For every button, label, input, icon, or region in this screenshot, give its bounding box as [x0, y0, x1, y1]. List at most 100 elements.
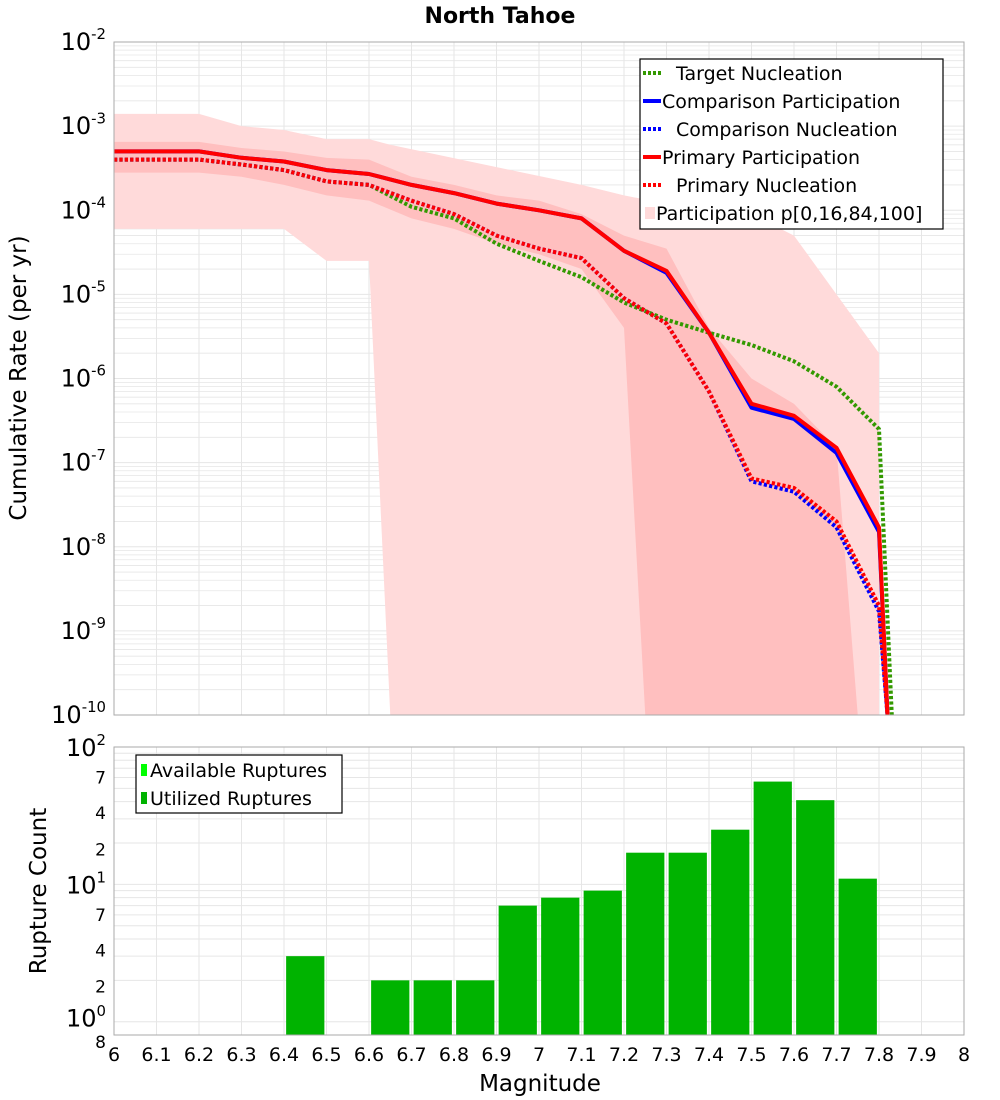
count-y-tick-label: 8: [95, 1033, 106, 1053]
rate-y-tick-label-exp: -3: [91, 109, 106, 127]
count-y-tick-label-base: 10: [66, 871, 97, 899]
count-y-tick-label-exp: 2: [97, 731, 106, 749]
count-legend-box: [135, 754, 343, 814]
count-y-axis-label: Rupture Count: [26, 808, 52, 974]
count-y-tick-label-base: 2: [95, 978, 106, 998]
participation-band-inner: [114, 141, 858, 715]
magnitude-tick-label: 7.4: [694, 1044, 724, 1066]
rate-y-tick-label-base: 10: [61, 449, 92, 477]
count-y-tick-label-base: 2: [95, 840, 106, 860]
magnitude-tick-label: 6.5: [311, 1044, 341, 1066]
magnitude-tick-label: 6.9: [481, 1044, 511, 1066]
rupture-bar: [541, 897, 580, 1035]
count-y-tick-label: 100: [66, 1002, 106, 1033]
rate-y-tick-label: 10-3: [61, 109, 106, 140]
rate-y-ticks: 10-210-310-410-510-610-710-810-910-10: [51, 25, 106, 729]
count-y-tick-label-exp: 0: [97, 1002, 106, 1020]
rate-y-tick-label-base: 10: [61, 196, 92, 224]
rate-y-tick-label: 10-8: [61, 530, 106, 561]
rate-y-tick-label-base: 10: [61, 112, 92, 140]
magnitude-tick-label: 7.6: [779, 1044, 809, 1066]
rate-legend-label: Primary Participation: [662, 147, 860, 169]
magnitude-tick-label: 6.6: [354, 1044, 384, 1066]
rupture-bar: [456, 980, 495, 1035]
count-y-tick-label: 4: [95, 941, 106, 961]
magnitude-x-ticks: 6 6.1 6.2 6.3 6.4 6.5 6.6 6.7 6.8 6.9 7 7.1 7.2 7.3 7.…: [108, 1044, 970, 1066]
rate-y-tick-label-base: 10: [61, 533, 92, 561]
count-y-tick-label: 102: [66, 731, 106, 762]
rate-y-tick-label-exp: -8: [91, 530, 106, 548]
count-legend-label: Utilized Ruptures: [150, 788, 312, 810]
magnitude-tick-label: 6: [108, 1044, 120, 1066]
chart-title: North Tahoe: [425, 4, 576, 29]
rate-y-tick-label: 10-6: [61, 362, 106, 393]
rate-y-tick-label: 10-7: [61, 446, 106, 477]
rupture-bar: [583, 890, 622, 1035]
magnitude-tick-label: 7: [533, 1044, 545, 1066]
rate-y-tick-label: 10-5: [61, 278, 106, 309]
rate-y-tick-label: 10-4: [61, 193, 106, 224]
rate-y-tick-label-base: 10: [61, 617, 92, 645]
rate-y-tick-label-exp: -2: [91, 25, 106, 43]
rupture-bar: [668, 852, 707, 1035]
rate-legend-label: Comparison Participation: [662, 91, 900, 113]
count-y-tick-label-base: 10: [66, 1005, 97, 1033]
series-line-primary-nucleation: [114, 157, 890, 715]
rupture-bar: [711, 829, 750, 1035]
magnitude-tick-label: 7.2: [609, 1044, 639, 1066]
rupture-bar: [371, 980, 410, 1035]
count-y-tick-label-base: 4: [95, 941, 106, 961]
rate-y-tick-label-base: 10: [61, 365, 92, 393]
count-legend-swatch: [141, 764, 147, 776]
rate-y-tick-label-exp: -4: [91, 193, 106, 211]
rate-y-tick-label-base: 10: [51, 701, 82, 729]
magnitude-tick-label: 6.7: [396, 1044, 426, 1066]
rate-y-tick-label-exp: -7: [91, 446, 106, 464]
count-legend-swatch: [141, 792, 147, 804]
rate-y-tick-label-exp: -10: [82, 698, 106, 716]
magnitude-tick-label: 6.1: [141, 1044, 171, 1066]
rupture-bar: [796, 800, 835, 1035]
magnitude-tick-label: 7.5: [736, 1044, 766, 1066]
rate-y-tick-label: 10-9: [61, 614, 106, 645]
rupture-bar: [626, 852, 665, 1035]
rate-legend-label: Participation p[0,16,84,100]: [656, 203, 922, 225]
rate-legend-label: Comparison Nucleation: [676, 119, 898, 141]
rate-y-tick-label: 10-10: [51, 698, 106, 729]
rupture-bar: [753, 781, 792, 1035]
rupture-bar: [838, 878, 877, 1035]
count-y-tick-label-base: 7: [95, 906, 106, 926]
count-y-tick-label: 2: [95, 978, 106, 998]
series-line-target-nucleation: [114, 157, 894, 715]
magnitude-tick-label: 6.8: [439, 1044, 469, 1066]
magnitude-axis-label: Magnitude: [479, 1071, 601, 1097]
rate-panel: 10-210-310-410-510-610-710-810-910-10 Cu…: [6, 25, 965, 729]
count-y-tick-label: 7: [95, 768, 106, 788]
count-y-tick-label: 2: [95, 840, 106, 860]
rate-legend-label: Primary Nucleation: [676, 175, 857, 197]
rate-y-axis-label: Cumulative Rate (per yr): [6, 235, 32, 520]
count-y-tick-label-exp: 1: [97, 869, 106, 887]
rate-y-tick-label: 10-2: [61, 25, 106, 56]
magnitude-tick-label: 7.3: [651, 1044, 681, 1066]
count-legend-label: Available Ruptures: [150, 760, 327, 782]
rate-y-tick-label-base: 10: [61, 280, 92, 308]
rate-y-tick-label-exp: -9: [91, 614, 106, 632]
magnitude-tick-label: 6.2: [184, 1044, 214, 1066]
count-y-tick-label: 7: [95, 906, 106, 926]
count-legend: Available Ruptures Utilized Ruptures: [135, 754, 343, 814]
rate-legend-label: Target Nucleation: [675, 63, 843, 85]
rupture-bar: [498, 905, 537, 1035]
series-line-primary-participation: [114, 149, 890, 715]
magnitude-tick-label: 6.4: [269, 1044, 299, 1066]
count-y-tick-label: 4: [95, 804, 106, 824]
count-y-tick-label-base: 4: [95, 804, 106, 824]
count-y-tick-label-base: 8: [95, 1033, 106, 1053]
count-y-tick-label: 101: [66, 869, 106, 900]
rate-y-tick-label-base: 10: [61, 28, 92, 56]
rate-legend: Target Nucleation Comparison Participatio…: [639, 58, 944, 230]
rate-y-tick-label-exp: -5: [91, 278, 106, 296]
count-y-tick-label-base: 10: [66, 734, 97, 762]
